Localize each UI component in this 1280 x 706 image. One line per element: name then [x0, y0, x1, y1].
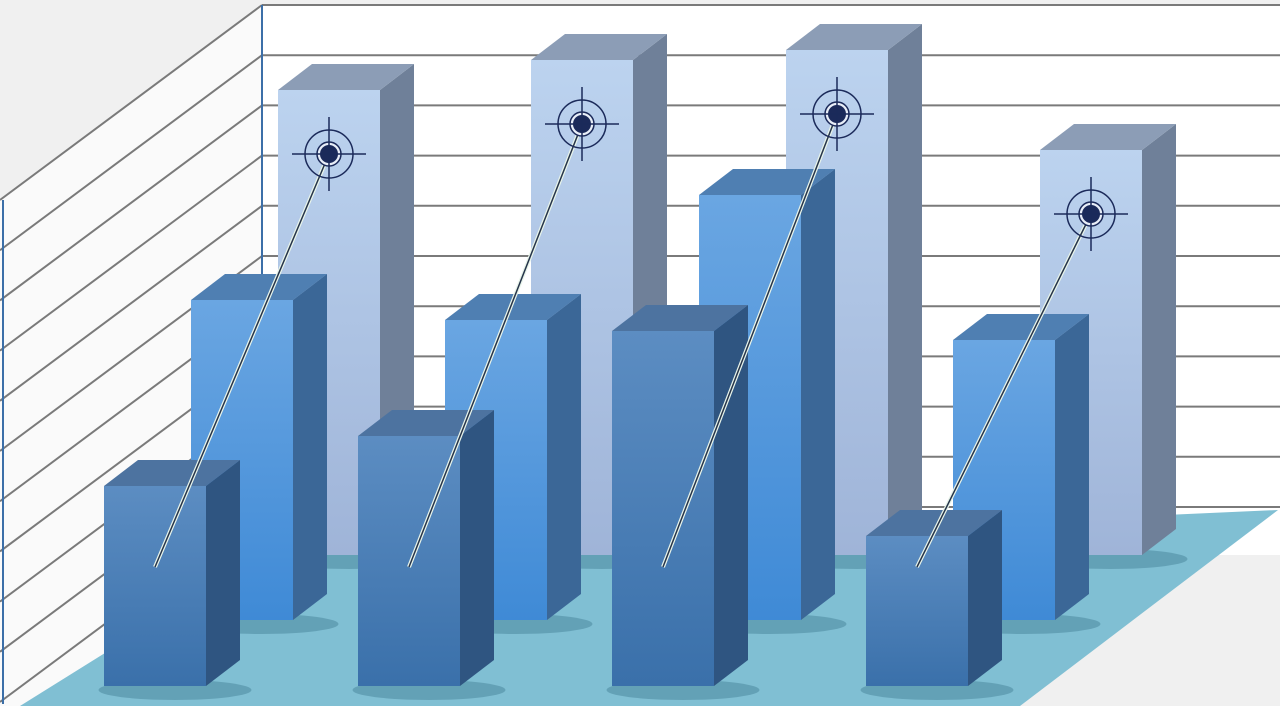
bar-top	[1040, 124, 1176, 150]
bar-front-2	[352, 410, 506, 700]
pointer-line	[154, 153, 330, 568]
target-marker-2	[407, 87, 619, 568]
bar-top	[786, 24, 922, 50]
pointer-line	[408, 123, 583, 568]
pointer-line	[662, 113, 838, 568]
bars	[98, 24, 1188, 700]
bar-side	[968, 510, 1002, 686]
bar-top	[358, 410, 494, 436]
bar-side	[714, 305, 748, 686]
target-markers	[153, 77, 1128, 568]
bar-top	[531, 34, 667, 60]
bar-side	[1142, 124, 1176, 555]
bar-top	[104, 460, 240, 486]
bar-top	[953, 314, 1089, 340]
bar-front	[104, 486, 206, 686]
bar-middle-2	[439, 294, 593, 634]
bar-top	[612, 305, 748, 331]
pointer-line	[916, 213, 1092, 568]
bar-side	[206, 460, 240, 686]
bar-top	[191, 274, 327, 300]
bar-top	[699, 169, 835, 195]
left-gridline	[0, 104, 263, 302]
bar-front-3	[606, 305, 760, 700]
bar-side	[547, 294, 581, 620]
bar-side	[801, 169, 835, 620]
bar-front-4	[860, 510, 1014, 700]
bar-front	[866, 536, 968, 686]
left-gridline	[0, 204, 263, 402]
target-marker-4	[915, 177, 1128, 568]
target-marker-1	[153, 117, 366, 568]
left-gridline	[0, 154, 263, 352]
bar-side	[293, 274, 327, 620]
bar-top	[866, 510, 1002, 536]
bar-front	[612, 331, 714, 686]
bar-top	[278, 64, 414, 90]
bar-front-1	[98, 460, 252, 700]
bar-side	[1055, 314, 1089, 620]
left-gridline	[0, 4, 263, 201]
bar-side	[460, 410, 494, 686]
bar-side	[888, 24, 922, 555]
bar-top	[445, 294, 581, 320]
left-gridline	[0, 54, 263, 252]
target-marker-3	[661, 77, 874, 568]
